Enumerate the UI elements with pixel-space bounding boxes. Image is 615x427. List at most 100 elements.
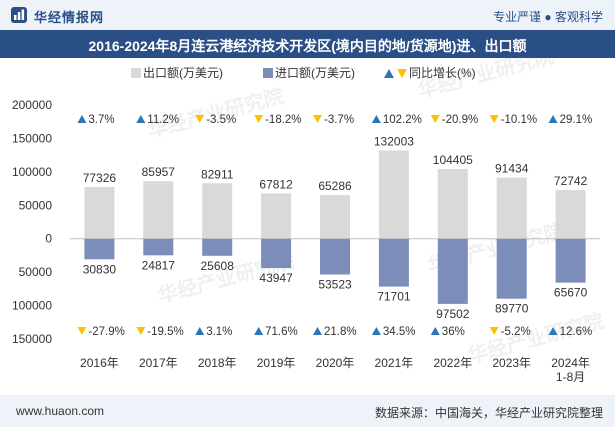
up-triangle-icon xyxy=(195,327,205,335)
y-tick-label: 150000 xyxy=(12,332,52,346)
import-growth-item: 21.8% xyxy=(313,326,357,338)
up-triangle-icon xyxy=(136,115,146,123)
x-tick-label: 2023年 xyxy=(492,356,531,370)
import-growth-label: -5.2% xyxy=(501,326,531,338)
slogan: 专业严谨 ● 客观科学 xyxy=(493,10,603,24)
export-bar xyxy=(84,187,115,239)
import-bar xyxy=(320,238,350,275)
export-bar xyxy=(555,190,586,239)
export-bar xyxy=(496,177,527,239)
import-bar xyxy=(143,238,174,256)
x-tick-label: 2017年 xyxy=(139,356,178,370)
y-tick-label: 150000 xyxy=(12,131,52,145)
up-triangle-icon xyxy=(371,327,381,335)
data-source: 数据来源：中国海关，华经产业研究院整理 xyxy=(374,406,603,420)
x-tick-label: 2022年 xyxy=(433,356,472,370)
import-growth-item: 71.6% xyxy=(254,326,298,338)
down-triangle-icon xyxy=(489,327,499,335)
bars xyxy=(84,150,586,304)
up-triangle-icon xyxy=(313,327,322,335)
legend-up-triangle-icon xyxy=(384,69,394,78)
export-growth-item: 11.2% xyxy=(136,114,179,126)
up-triangle-icon xyxy=(548,115,558,123)
down-triangle-icon xyxy=(77,327,87,335)
export-value-label: 67812 xyxy=(259,177,293,191)
import-value-label: 53523 xyxy=(318,278,352,292)
legend-down-triangle-icon xyxy=(397,69,407,78)
export-value-label: 77326 xyxy=(83,171,117,185)
import-value-label: 71701 xyxy=(377,290,411,304)
y-tick-label: 100000 xyxy=(12,165,52,179)
y-tick-label: 50000 xyxy=(19,265,53,279)
legend-import-label: 进口额(万美元) xyxy=(275,66,355,80)
growth-labels: 3.7% -27.9% 11.2% -19.5% -3.5% 3.1% -18.2% 71.6… xyxy=(77,114,592,338)
website-link[interactable]: www.huaon.com xyxy=(16,404,105,418)
export-bar xyxy=(378,150,409,239)
legend-export-swatch xyxy=(131,68,141,78)
x-tick-label: 2020年 xyxy=(316,356,355,370)
export-growth-label: 3.7% xyxy=(88,114,114,126)
x-tick-label: 2016年 xyxy=(80,356,119,370)
import-growth-label: 21.8% xyxy=(324,326,357,338)
export-growth-item: -20.9% xyxy=(430,114,478,126)
import-growth-item: 36% xyxy=(430,326,465,338)
x-axis: 2016年 2017年 2018年 2019年 2020年 2021年 2022年 2023年… xyxy=(80,356,590,384)
export-growth-item: 29.1% xyxy=(548,114,593,126)
import-bar xyxy=(555,238,586,283)
down-triangle-icon xyxy=(313,115,322,123)
up-triangle-icon xyxy=(371,115,381,123)
y-tick-label: 0 xyxy=(45,232,52,246)
import-value-label: 65670 xyxy=(554,286,588,300)
x-tick-label: 2018年 xyxy=(198,356,237,370)
import-growth-label: 34.5% xyxy=(383,326,416,338)
export-growth-label: -3.5% xyxy=(206,114,236,126)
x-tick-label: 2019年 xyxy=(257,356,296,370)
down-triangle-icon xyxy=(254,115,264,123)
export-growth-item: -18.2% xyxy=(254,114,302,126)
export-growth-label: 102.2% xyxy=(383,114,422,126)
export-growth-label: -10.1% xyxy=(501,114,537,126)
down-triangle-icon xyxy=(489,115,499,123)
export-bar xyxy=(261,193,292,239)
export-growth-item: -3.7% xyxy=(313,114,354,126)
export-growth-label: -18.2% xyxy=(265,114,301,126)
y-tick-label: 50000 xyxy=(19,198,53,212)
export-growth-item: -10.1% xyxy=(489,114,537,126)
import-value-label: 25608 xyxy=(201,259,235,273)
export-growth-label: 11.2% xyxy=(147,114,179,126)
up-triangle-icon xyxy=(430,327,440,335)
export-value-label: 85957 xyxy=(142,165,176,179)
export-bar xyxy=(202,183,233,239)
up-triangle-icon xyxy=(77,115,87,123)
export-bar xyxy=(437,168,468,239)
export-growth-item: 102.2% xyxy=(371,114,422,126)
import-bar xyxy=(84,238,115,260)
import-bar xyxy=(378,238,409,287)
down-triangle-icon xyxy=(136,327,146,335)
import-value-label: 30830 xyxy=(83,262,117,276)
legend: 出口额(万美元) 进口额(万美元) 同比增长(%) xyxy=(131,66,476,80)
import-bar xyxy=(437,238,468,304)
y-tick-label: 200000 xyxy=(12,98,52,112)
x-tick-label: 2024年 1-8月 xyxy=(551,356,590,384)
footer: www.huaon.com 数据来源：中国海关，华经产业研究院整理 xyxy=(0,395,615,427)
brand-name: 华经情报网 xyxy=(34,10,105,25)
import-growth-item: -5.2% xyxy=(489,326,531,338)
import-value-label: 97502 xyxy=(436,307,470,321)
import-growth-label: 12.6% xyxy=(560,326,593,338)
title-bar: 2016-2024年8月连云港经济技术开发区(境内目的地/货源地)进、出口额 xyxy=(0,30,615,58)
import-growth-item: -27.9% xyxy=(77,326,125,338)
export-growth-item: -3.5% xyxy=(195,114,236,126)
chart-title: 2016-2024年8月连云港经济技术开发区(境内目的地/货源地)进、出口额 xyxy=(88,38,527,54)
import-bar xyxy=(202,238,233,256)
x-tick-label: 2021年 xyxy=(375,356,414,370)
y-tick-label: 100000 xyxy=(12,299,52,313)
watermark: 华经产业研究院 xyxy=(415,58,556,103)
legend-growth-label: 同比增长(%) xyxy=(409,66,476,80)
import-bar xyxy=(496,238,527,299)
import-growth-item: 3.1% xyxy=(195,326,232,338)
export-growth-label: 29.1% xyxy=(560,114,593,126)
import-growth-label: 3.1% xyxy=(206,326,232,338)
export-value-label: 132003 xyxy=(374,135,414,149)
